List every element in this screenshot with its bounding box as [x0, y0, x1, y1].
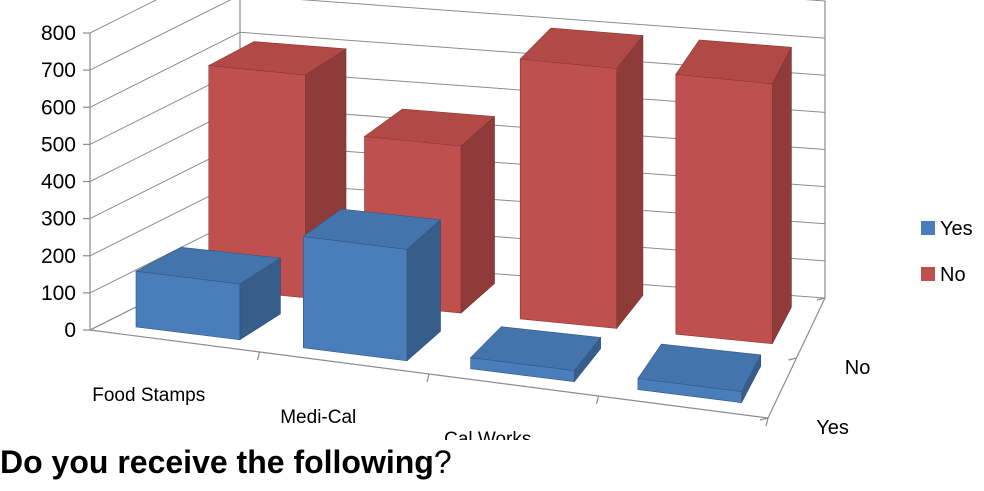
bar-yes-general-relief [637, 343, 762, 403]
depth-tick-mark [759, 417, 769, 421]
bar-top [637, 343, 762, 392]
legend-swatch-no [921, 267, 935, 281]
x-category-label-line: Medi-Cal [280, 407, 356, 428]
bar-top [207, 41, 347, 76]
x-tick-mark [595, 395, 600, 405]
bar-side [460, 115, 495, 314]
bar-top [363, 108, 496, 147]
bar-side [771, 47, 792, 344]
x-category-label: Medi-Cal [280, 407, 356, 428]
depth-label: Yes [816, 417, 849, 439]
y-tick-label: 200 [41, 245, 76, 268]
y-tick-label: 500 [41, 133, 76, 156]
legend-label-yes: Yes [940, 218, 973, 240]
bar-side [616, 34, 644, 330]
depth-tick-mark [816, 297, 826, 301]
depth-tick-mark [788, 357, 797, 361]
gridline [89, 0, 826, 34]
x-tick-mark [426, 373, 430, 383]
question-mark: ? [433, 444, 452, 480]
bar-top [469, 326, 602, 371]
axis-labels: 0 100 200 300 400 500 600 700 800 Food Stamps Medi… [41, 22, 870, 440]
chart: 0 100 200 300 400 500 600 700 800 Food Stamps Medi… [41, 0, 973, 440]
bar-no-general-relief [675, 39, 792, 345]
bar-front [519, 58, 618, 329]
question-text: Do you receive the following [0, 444, 434, 480]
y-tick-label: 300 [41, 208, 76, 231]
legend-label-no: No [940, 264, 966, 286]
bar-front [302, 236, 408, 362]
x-category-label-line: Food Stamps [92, 385, 205, 406]
x-tick-mark [765, 417, 769, 427]
bar-top [519, 27, 644, 69]
y-tick-label: 100 [41, 282, 76, 305]
question-title: Do you receive the following? [0, 444, 452, 481]
x-tick-mark [256, 351, 261, 361]
bar-yes-medi-cal [302, 208, 442, 362]
legend: Yes No [921, 218, 973, 286]
bar-top [135, 246, 282, 285]
y-tick-label: 600 [41, 96, 76, 119]
x-category-label: Cal Works [444, 429, 531, 440]
y-tick-label: 0 [64, 319, 76, 342]
x-category-label-line: Cal Works [444, 429, 531, 440]
y-tick-label: 700 [41, 59, 76, 82]
gridline [89, 0, 826, 71]
bar-top [675, 39, 792, 85]
y-tick-label: 400 [41, 171, 76, 194]
y-tick-label: 800 [41, 22, 76, 45]
legend-swatch-yes [921, 221, 935, 235]
x-category-label: Food Stamps [92, 385, 205, 406]
bars [135, 27, 792, 403]
bar-yes-cal-works [469, 326, 602, 383]
depth-label: No [845, 357, 871, 379]
bar-front [675, 73, 773, 345]
bar-yes-food-stamps [135, 246, 282, 341]
bar-no-cal-works [519, 27, 644, 330]
bar-top [302, 208, 442, 250]
